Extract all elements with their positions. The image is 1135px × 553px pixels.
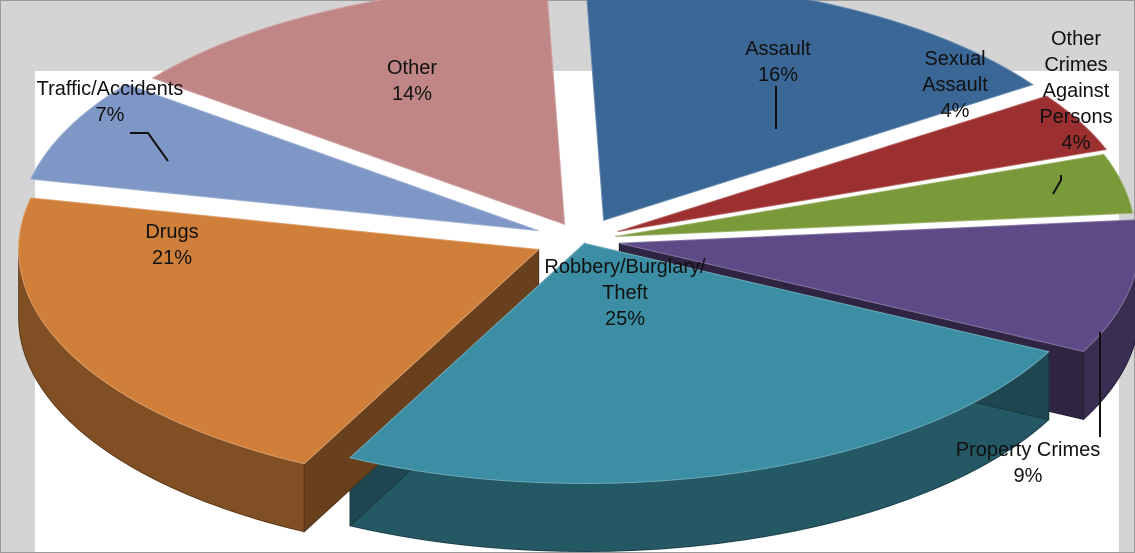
leader-line <box>1052 175 1062 195</box>
slice-percent: 7% <box>96 104 125 126</box>
slice-label: Assault 16% <box>745 38 811 86</box>
slice-category: Assault <box>922 74 988 96</box>
pie-slice-other[interactable] <box>151 0 566 226</box>
leader-line <box>130 132 169 162</box>
pie-slice-other-crimes-against-persons[interactable] <box>615 153 1134 238</box>
slice-percent: 14% <box>392 83 432 105</box>
slice-category: Theft <box>602 282 648 304</box>
pie-slice-assault[interactable] <box>585 0 1034 221</box>
slice-label: Property Crimes 9% <box>956 439 1100 487</box>
slice-percent: 9% <box>1014 465 1043 487</box>
slice-category: Drugs <box>145 221 198 243</box>
slice-label: Sexual Assault 4% <box>922 48 988 122</box>
pie-slice-robbery-burglary-theft[interactable] <box>349 242 1050 484</box>
slice-category: Sexual <box>924 48 985 70</box>
slice-category: Traffic/Accidents <box>37 78 184 100</box>
slice-category: Other <box>1051 28 1101 50</box>
slice-percent: 25% <box>605 308 645 330</box>
slice-category: Persons <box>1039 106 1112 128</box>
pie-slice-sexual-assault[interactable] <box>617 95 1108 233</box>
slice-category: Property Crimes <box>956 439 1100 461</box>
slice-percent: 21% <box>152 247 192 269</box>
slice-category: Crimes <box>1044 54 1107 76</box>
slice-percent: 4% <box>941 100 970 122</box>
slice-label: Traffic/Accidents 7% <box>37 78 184 126</box>
slice-percent: 4% <box>1062 132 1091 154</box>
slice-category: Robbery/Burglary/ <box>544 256 706 278</box>
slice-category: Other <box>387 57 437 79</box>
leader-lines <box>130 86 1101 437</box>
slice-percent: 16% <box>758 64 798 86</box>
slice-category: Assault <box>745 38 811 60</box>
slice-label: Drugs 21% <box>145 221 198 269</box>
slice-labels: Assault 16% Sexual Assault 4% Other Crimes Agai… <box>37 28 1113 487</box>
slice-label: Robbery/Burglary/Theft 25% <box>544 256 706 330</box>
slice-category: Against <box>1043 80 1110 102</box>
pie-slice-drugs[interactable] <box>18 197 540 465</box>
pie-tops <box>18 0 1135 484</box>
pie-slice-traffic-accidents[interactable] <box>29 83 539 232</box>
pie-slice-property-crimes[interactable] <box>619 219 1135 352</box>
slice-label: Other 14% <box>387 57 437 105</box>
slice-label: Other Crimes Against Persons 4% <box>1039 28 1112 154</box>
